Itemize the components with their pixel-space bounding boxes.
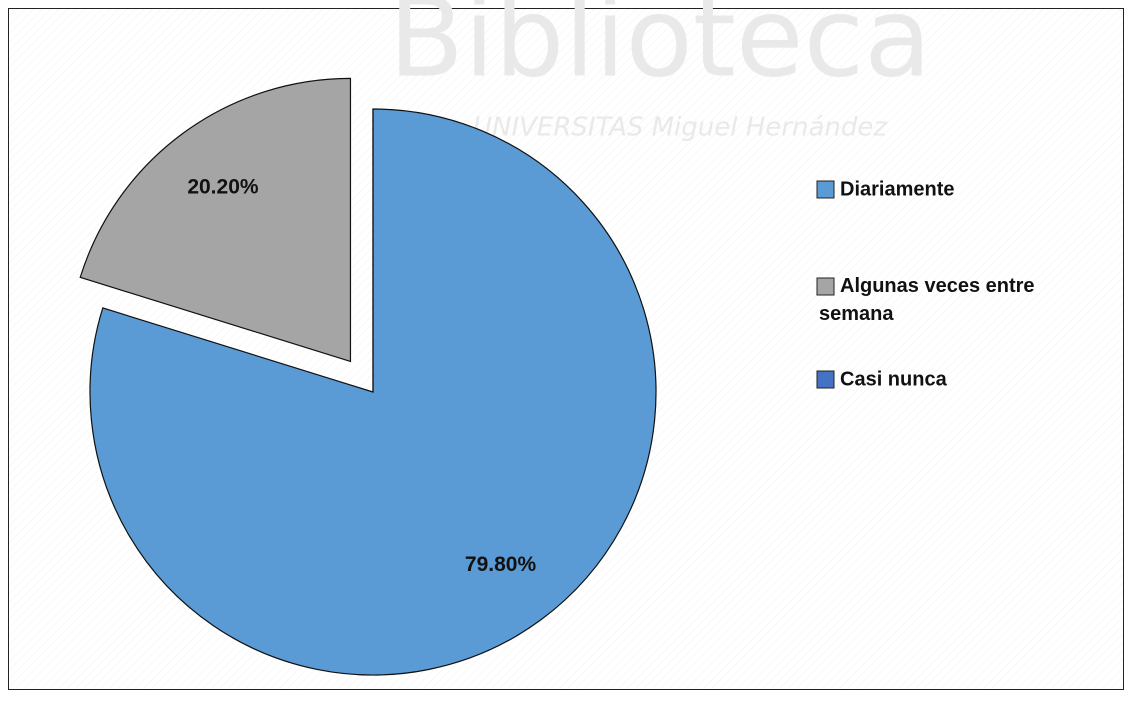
legend-label: Algunas veces entre semana xyxy=(819,275,1035,325)
legend-label: Diariamente xyxy=(840,178,955,200)
legend-swatch xyxy=(816,277,835,296)
watermark: UNIVERSITAS Miguel Hernández xyxy=(473,113,888,143)
data-label: 79.80% xyxy=(465,553,537,576)
pie-slice xyxy=(79,77,352,363)
legend-swatch xyxy=(816,370,835,389)
data-label: 20.20% xyxy=(187,176,259,199)
legend-label: Casi nunca xyxy=(840,368,948,390)
legend-swatch xyxy=(816,180,835,199)
watermark: Biblioteca xyxy=(389,0,932,101)
